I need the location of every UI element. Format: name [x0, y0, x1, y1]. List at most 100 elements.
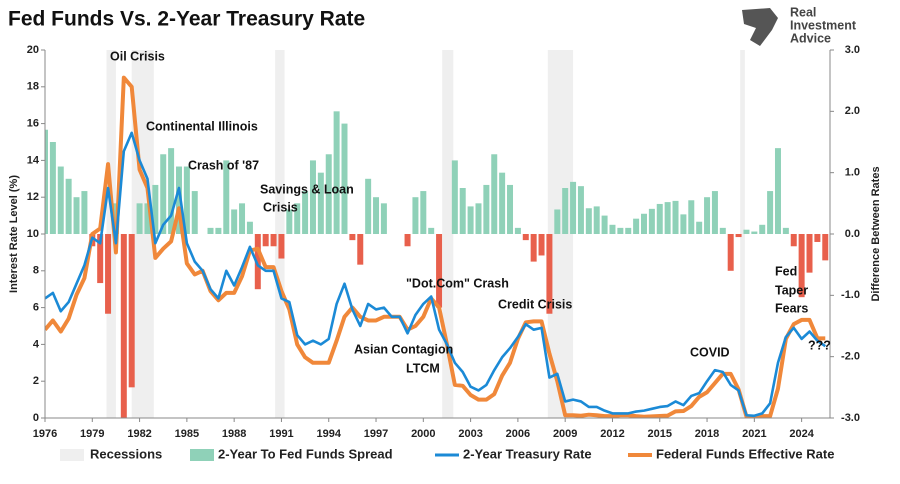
- spread-bar: [333, 111, 340, 234]
- x-tick-label: 1982: [127, 428, 151, 440]
- recession-band: [442, 50, 454, 418]
- annotation: "Dot.Com" Crash: [406, 276, 509, 290]
- y-tick-label: 20: [27, 44, 39, 56]
- x-tick-label: 2015: [648, 428, 672, 440]
- annotation: Savings & Loan: [260, 182, 354, 196]
- spread-bar: [365, 178, 372, 234]
- legend-label: Federal Funds Effective Rate: [656, 446, 834, 461]
- spread-bar: [625, 227, 632, 234]
- spread-bar: [782, 227, 789, 234]
- spread-bar: [231, 209, 238, 234]
- spread-bar: [128, 234, 135, 388]
- series-line: [45, 131, 827, 418]
- spread-bar: [711, 191, 718, 234]
- x-tick-label: 1988: [222, 428, 246, 440]
- spread-bar: [302, 191, 309, 234]
- spread-bar: [239, 203, 246, 234]
- spread-bar: [175, 166, 182, 234]
- spread-bar: [467, 206, 474, 234]
- spread-bar: [270, 234, 277, 247]
- y-tick-label: 10: [27, 228, 39, 240]
- x-tick-label: 2003: [458, 428, 482, 440]
- spread-bar: [45, 129, 48, 234]
- spread-bar: [459, 188, 466, 234]
- y2-tick-label: 3.0: [845, 44, 860, 56]
- x-tick-label: 1994: [316, 428, 341, 440]
- spread-bar: [451, 160, 458, 234]
- spread-bar: [160, 154, 167, 234]
- legend-label: Recessions: [90, 446, 162, 461]
- spread-bar: [475, 203, 482, 234]
- legend-label: 2-Year To Fed Funds Spread: [218, 446, 393, 461]
- spread-bar: [309, 160, 316, 234]
- spread-bar: [688, 200, 695, 234]
- x-tick-label: 2021: [742, 428, 766, 440]
- spread-bar: [648, 208, 655, 234]
- spread-bar: [428, 227, 435, 234]
- y-tick-label: 12: [27, 191, 39, 203]
- annotation: LTCM: [406, 361, 440, 375]
- spread-bar: [483, 184, 490, 234]
- spread-bar: [191, 191, 198, 234]
- recession-band: [106, 50, 116, 418]
- x-tick-label: 2000: [411, 428, 435, 440]
- spread-bar: [286, 209, 293, 234]
- spread-bar: [704, 197, 711, 234]
- spread-bar: [735, 234, 742, 238]
- spread-bar: [546, 234, 553, 314]
- annotation: Oil Crisis: [110, 49, 165, 63]
- annotation: Crisis: [263, 200, 298, 214]
- spread-bar: [585, 208, 592, 234]
- spread-bar: [814, 234, 821, 242]
- spread-bar: [601, 215, 608, 234]
- x-tick-label: 1991: [269, 428, 293, 440]
- spread-bar: [593, 206, 600, 234]
- x-tick-label: 2018: [695, 428, 719, 440]
- spread-bar: [215, 227, 222, 234]
- spread-bar: [617, 227, 624, 234]
- spread-bar: [144, 203, 151, 234]
- y2-tick-label: -1.0: [841, 289, 860, 301]
- y-tick-label: 8: [33, 265, 39, 277]
- x-tick-label: 1985: [175, 428, 199, 440]
- annotation: ???: [808, 338, 831, 352]
- spread-bar: [798, 234, 805, 298]
- y-tick-label: 2: [33, 375, 39, 387]
- spread-bar: [120, 234, 127, 418]
- spread-bar: [404, 234, 411, 247]
- y-tick-label: 6: [33, 302, 39, 314]
- annotation: Fed: [775, 264, 797, 278]
- spread-bar: [57, 166, 64, 234]
- spread-bar: [136, 203, 143, 234]
- spread-bar: [341, 123, 348, 234]
- spread-bar: [562, 188, 569, 234]
- y-tick-label: 18: [27, 81, 39, 93]
- x-tick-label: 2006: [506, 428, 530, 440]
- x-tick-label: 1979: [80, 428, 104, 440]
- spread-bar: [577, 186, 584, 234]
- spread-bar: [656, 203, 663, 234]
- spread-bar: [491, 154, 498, 234]
- spread-bar: [49, 142, 56, 234]
- x-tick-label: 2009: [553, 428, 577, 440]
- spread-bar: [73, 197, 80, 234]
- annotation: Taper: [775, 283, 808, 297]
- logo-mark: [742, 8, 778, 46]
- spread-bar: [246, 221, 253, 234]
- spread-bar: [759, 224, 766, 234]
- spread-bar: [168, 148, 175, 234]
- spread-bar: [294, 203, 301, 234]
- spread-bar: [538, 234, 545, 256]
- spread-bar: [664, 202, 671, 234]
- spread-bar: [412, 197, 419, 234]
- annotation: Continental Illinois: [146, 119, 258, 133]
- x-tick-label: 2024: [789, 428, 814, 440]
- spread-bar: [522, 234, 529, 241]
- y-tick-label: 0: [33, 412, 39, 424]
- spread-bar: [254, 234, 261, 290]
- annotations: Oil Crisis Continental Illinois Crash of '…: [110, 49, 831, 375]
- spread-bar: [570, 181, 577, 234]
- y2-axis-label: Difference Between Rates: [870, 166, 882, 301]
- legend-label: 2-Year Treasury Rate: [463, 446, 592, 461]
- spread-bar: [262, 234, 269, 247]
